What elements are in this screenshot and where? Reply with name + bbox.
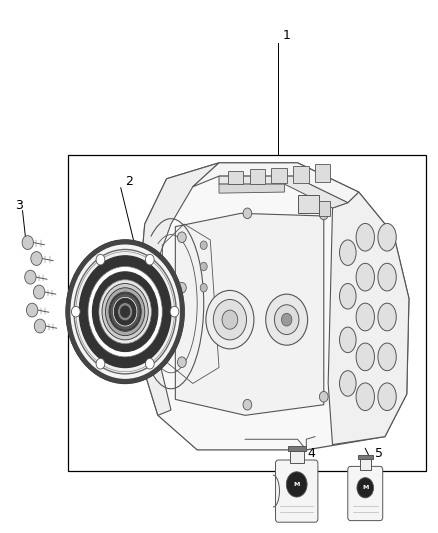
Circle shape [206,290,254,349]
Ellipse shape [356,263,374,291]
Bar [319,201,330,216]
Circle shape [31,252,42,265]
Circle shape [266,294,307,345]
Polygon shape [138,163,219,415]
Circle shape [243,399,252,410]
Circle shape [102,284,148,340]
Circle shape [357,478,374,498]
Bar [358,455,373,459]
Ellipse shape [378,223,396,251]
Polygon shape [138,163,409,450]
Ellipse shape [378,303,396,331]
Bar [68,155,426,471]
Ellipse shape [378,263,396,291]
Ellipse shape [339,284,356,309]
Circle shape [177,282,186,293]
Bar [228,171,243,184]
Circle shape [34,319,46,333]
FancyBboxPatch shape [348,466,383,521]
Text: 5: 5 [375,447,383,460]
Text: 3: 3 [15,199,23,212]
Bar [360,459,371,470]
Circle shape [25,270,36,284]
Circle shape [71,306,80,317]
Ellipse shape [356,303,374,331]
Circle shape [177,232,186,243]
Circle shape [110,293,141,330]
Circle shape [66,240,184,383]
Text: M: M [293,482,300,487]
Ellipse shape [356,343,374,370]
Circle shape [282,313,292,326]
Polygon shape [175,213,324,415]
Circle shape [33,285,45,299]
Ellipse shape [356,383,374,410]
Polygon shape [193,163,359,203]
Circle shape [96,358,105,369]
Circle shape [286,472,307,497]
Ellipse shape [378,383,396,410]
Ellipse shape [339,240,356,265]
Text: 1: 1 [283,29,290,42]
Circle shape [145,254,154,265]
Circle shape [92,272,158,352]
Bar [297,195,319,213]
Polygon shape [219,184,285,193]
Bar [272,167,287,183]
Text: M: M [362,485,368,490]
Circle shape [88,266,162,357]
Bar [315,165,330,182]
Circle shape [79,256,171,368]
Text: 4: 4 [307,447,315,460]
Circle shape [177,357,186,368]
Circle shape [109,292,141,332]
Circle shape [99,280,151,344]
Circle shape [22,236,33,249]
Circle shape [319,391,328,402]
Circle shape [222,310,238,329]
Ellipse shape [356,223,374,251]
Circle shape [170,306,179,317]
Polygon shape [328,192,409,445]
Ellipse shape [339,370,356,396]
Circle shape [145,358,154,369]
Circle shape [76,252,174,372]
Circle shape [96,254,105,265]
Circle shape [200,241,207,249]
Circle shape [118,303,133,321]
Circle shape [113,297,137,326]
Text: 2: 2 [125,175,133,188]
Bar [290,451,304,463]
Circle shape [120,306,130,318]
Circle shape [200,284,207,292]
Circle shape [106,288,145,336]
Circle shape [213,300,247,340]
Ellipse shape [378,343,396,370]
Circle shape [200,262,207,271]
Bar [250,169,265,183]
Circle shape [26,303,38,317]
Polygon shape [219,176,348,208]
Circle shape [275,305,299,335]
Circle shape [243,208,252,219]
Bar [293,166,308,182]
Circle shape [319,209,328,220]
Ellipse shape [339,327,356,353]
FancyBboxPatch shape [276,460,318,522]
Bar [288,447,306,451]
